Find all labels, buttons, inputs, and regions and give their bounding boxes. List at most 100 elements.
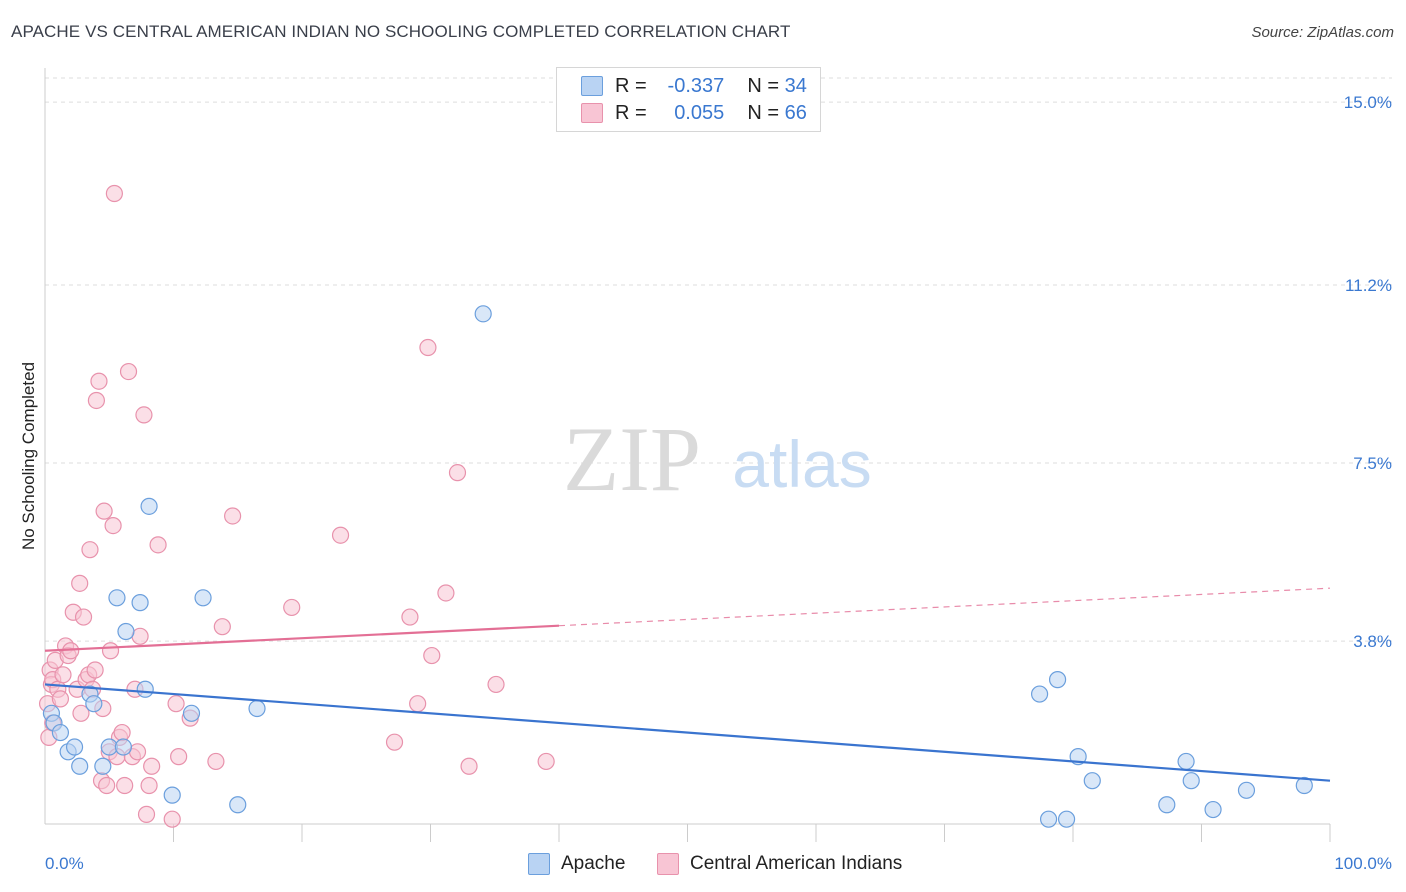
central-point bbox=[401, 608, 419, 626]
central-point bbox=[385, 733, 404, 751]
apache-point bbox=[163, 786, 181, 804]
legend-item-apache[interactable]: Apache bbox=[528, 850, 625, 878]
source-credit: Source: ZipAtlas.com bbox=[1251, 24, 1394, 41]
watermark-zip: ZIP bbox=[563, 408, 701, 510]
y-axis-label: No Schooling Completed bbox=[19, 362, 38, 550]
central-point bbox=[143, 757, 161, 775]
central-point bbox=[224, 507, 242, 525]
apache-point bbox=[1177, 752, 1195, 771]
x-tick-label-max: 100.0% bbox=[1334, 854, 1392, 873]
apache-point bbox=[65, 738, 84, 756]
apache-point bbox=[136, 680, 154, 698]
central-n-label: N = bbox=[747, 101, 780, 124]
apache-point bbox=[1182, 772, 1200, 790]
central-point bbox=[170, 748, 188, 766]
central-point bbox=[119, 362, 138, 381]
central-point bbox=[409, 695, 427, 713]
central-r-value: 0.055 bbox=[674, 101, 725, 124]
central-point bbox=[207, 752, 225, 771]
central-point bbox=[95, 502, 113, 520]
central-point bbox=[104, 516, 122, 535]
central-point bbox=[87, 391, 106, 410]
apache-trend-line bbox=[44, 683, 1331, 782]
grid-layer bbox=[45, 77, 1392, 642]
apache-point bbox=[194, 589, 212, 607]
apache-n-value: 34 bbox=[784, 74, 807, 97]
stats-legend: R = -0.337 N = 34 R = 0.055 N = 66 bbox=[556, 67, 821, 132]
central-r-label: R = bbox=[615, 101, 647, 124]
x-tick-label-min: 0.0% bbox=[45, 854, 84, 873]
apache-point bbox=[1030, 685, 1049, 703]
apache-r-value: -0.337 bbox=[667, 74, 725, 97]
trend-layer bbox=[44, 587, 1331, 782]
y-tick-label: 15.0% bbox=[1344, 93, 1392, 112]
central-point bbox=[331, 526, 350, 544]
central-point bbox=[86, 661, 104, 679]
apache-point bbox=[474, 305, 492, 323]
central-point bbox=[213, 618, 231, 636]
central-point bbox=[72, 704, 90, 722]
apache-point bbox=[114, 738, 132, 756]
axis-labels: 3.8% 7.5% 11.2% 15.0% 0.0% 100.0% No Schooling… bbox=[19, 93, 1392, 873]
apache-point bbox=[1057, 810, 1076, 828]
central-point bbox=[460, 757, 478, 775]
apache-point bbox=[182, 704, 201, 722]
apache-point bbox=[117, 622, 135, 641]
apache-legend-label: Apache bbox=[561, 853, 626, 874]
watermark: ZIP atlas bbox=[563, 408, 872, 510]
apache-point bbox=[140, 497, 158, 515]
apache-point bbox=[1039, 810, 1058, 828]
central-point bbox=[74, 608, 93, 626]
central-point bbox=[437, 584, 455, 602]
central-point bbox=[149, 536, 167, 554]
central-point bbox=[90, 372, 108, 390]
central-point bbox=[487, 675, 505, 694]
central-trend-extension bbox=[558, 587, 1331, 627]
central-point bbox=[419, 338, 437, 357]
apache-point bbox=[229, 796, 247, 814]
central-point bbox=[167, 695, 185, 713]
central-legend-swatch bbox=[657, 853, 679, 875]
central-point bbox=[283, 598, 301, 617]
central-n-value: 66 bbox=[784, 101, 807, 124]
apache-points bbox=[42, 305, 1313, 828]
apache-r-label: R = bbox=[615, 74, 647, 97]
watermark-atlas: atlas bbox=[732, 427, 871, 501]
central-point bbox=[423, 646, 441, 665]
apache-n-label: N = bbox=[747, 74, 780, 97]
central-point bbox=[51, 690, 70, 708]
chart-title: APACHE VS CENTRAL AMERICAN INDIAN NO SCH… bbox=[11, 22, 791, 41]
y-tick-label: 11.2% bbox=[1345, 276, 1392, 295]
apache-point bbox=[94, 757, 112, 775]
central-point bbox=[105, 184, 123, 203]
central-point bbox=[101, 642, 120, 660]
central-point bbox=[116, 776, 134, 795]
central-point bbox=[448, 464, 467, 482]
central-point bbox=[163, 810, 181, 828]
central-point bbox=[135, 406, 153, 424]
apache-point bbox=[1237, 781, 1256, 799]
apache-point bbox=[1158, 796, 1176, 814]
central-legend-label: Central American Indians bbox=[690, 853, 903, 874]
central-swatch bbox=[581, 103, 603, 123]
apache-point bbox=[85, 695, 103, 713]
apache-point bbox=[1083, 772, 1101, 790]
central-point bbox=[71, 574, 89, 592]
apache-swatch bbox=[581, 76, 603, 96]
central-point bbox=[140, 776, 158, 795]
central-point bbox=[54, 666, 72, 684]
apache-point bbox=[51, 723, 70, 742]
central-point bbox=[537, 752, 555, 771]
apache-point bbox=[1295, 776, 1313, 795]
y-tick-label: 7.5% bbox=[1353, 454, 1392, 473]
apache-point bbox=[108, 589, 126, 607]
central-point bbox=[113, 723, 131, 742]
central-point bbox=[137, 805, 156, 823]
y-tick-label: 3.8% bbox=[1353, 632, 1392, 651]
central-trend-line bbox=[44, 624, 560, 652]
legend-item-central[interactable]: Central American Indians bbox=[657, 850, 902, 878]
central-points bbox=[38, 184, 555, 828]
central-point bbox=[98, 776, 116, 795]
apache-legend-swatch bbox=[528, 853, 550, 875]
